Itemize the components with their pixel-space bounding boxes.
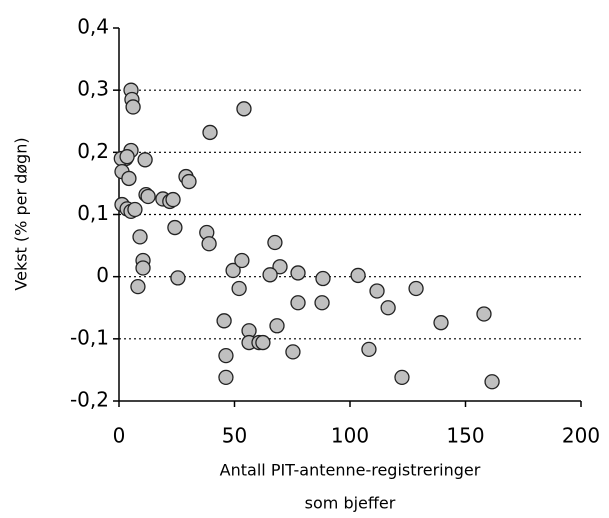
point <box>314 295 330 311</box>
y-tick-label: -0,1 <box>70 325 109 349</box>
point <box>408 280 424 297</box>
point <box>269 318 285 334</box>
y-tick-label: 0 <box>96 263 109 287</box>
y-tick-label: 0,4 <box>77 15 109 39</box>
x-axis-label: Antall PIT-antenne-registreringer <box>220 461 481 480</box>
point <box>130 278 146 295</box>
x-tick-label: 200 <box>562 424 600 448</box>
point <box>267 234 283 251</box>
point <box>135 260 151 276</box>
x-axis-label: som bjeffer <box>305 494 396 513</box>
y-tick-label: 0,3 <box>77 77 109 101</box>
point <box>127 201 143 218</box>
point <box>167 219 183 236</box>
point <box>380 300 396 316</box>
point <box>484 374 500 390</box>
point <box>476 306 492 322</box>
point <box>132 229 148 245</box>
point <box>231 280 247 297</box>
point <box>121 170 137 187</box>
point <box>369 283 385 299</box>
point <box>350 267 366 284</box>
point <box>218 347 234 364</box>
point <box>216 313 232 329</box>
point <box>290 295 306 311</box>
point <box>272 259 288 275</box>
point <box>165 191 181 208</box>
x-tick-label: 150 <box>446 424 484 448</box>
point <box>202 124 218 141</box>
point <box>290 265 306 281</box>
point <box>433 315 449 331</box>
y-tick-label: 0,2 <box>77 139 109 163</box>
point <box>225 262 241 279</box>
point <box>262 267 278 283</box>
y-tick-label: -0,2 <box>70 388 109 412</box>
point <box>140 188 156 205</box>
point <box>170 270 186 286</box>
point <box>315 270 331 287</box>
y-axis-label: Vekst (% per døgn) <box>12 137 31 290</box>
point <box>137 152 153 168</box>
y-tick-label: 0,1 <box>77 201 109 225</box>
point <box>394 369 410 386</box>
point <box>285 344 301 360</box>
point <box>236 101 252 117</box>
point <box>181 173 197 190</box>
point <box>361 341 377 358</box>
x-tick-label: 0 <box>113 424 126 448</box>
point <box>255 334 271 351</box>
point <box>119 149 135 165</box>
x-tick-label: 50 <box>222 424 247 448</box>
point <box>125 99 141 115</box>
point <box>234 252 250 269</box>
x-tick-label: 100 <box>331 424 369 448</box>
point <box>201 236 217 252</box>
point <box>218 369 234 386</box>
